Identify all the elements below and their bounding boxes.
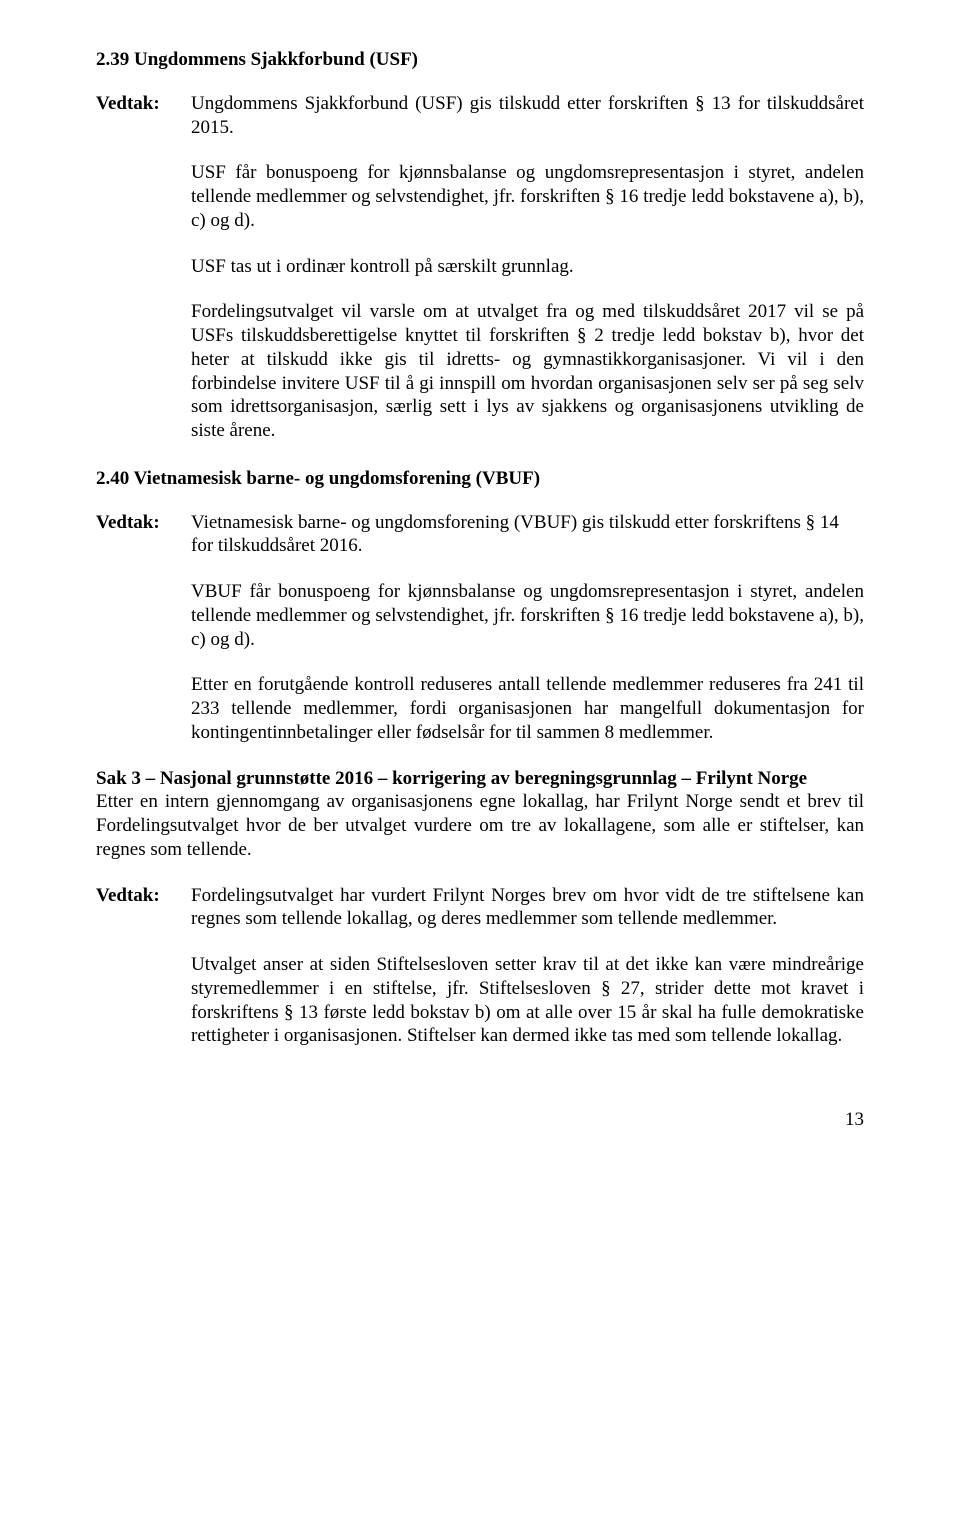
paragraph: USF tas ut i ordinær kontroll på særskil…: [191, 255, 864, 279]
sak3-vedtak-block: Vedtak: Fordelingsutvalget har vurdert F…: [96, 884, 864, 932]
sak3-title: Sak 3 – Nasjonal grunnstøtte 2016 – korr…: [96, 768, 807, 789]
paragraph: Fordelingsutvalget vil varsle om at utva…: [191, 300, 864, 443]
paragraph: Vietnamesisk barne- og ungdomsforening (…: [191, 511, 864, 559]
section-240-content: Vietnamesisk barne- og ungdomsforening (…: [191, 511, 864, 559]
section-240-vedtak-block: Vedtak: Vietnamesisk barne- og ungdomsfo…: [96, 511, 864, 559]
vedtak-label: Vedtak:: [96, 884, 191, 908]
section-240-heading: 2.40 Vietnamesisk barne- og ungdomsforen…: [96, 467, 864, 491]
sak3-content: Fordelingsutvalget har vurdert Frilynt N…: [191, 884, 864, 932]
paragraph: USF får bonuspoeng for kjønnsbalanse og …: [191, 161, 864, 232]
section-239-content: Ungdommens Sjakkforbund (USF) gis tilsku…: [191, 92, 864, 140]
paragraph: Utvalget anser at siden Stiftelsesloven …: [191, 953, 864, 1048]
section-239-vedtak-block: Vedtak: Ungdommens Sjakkforbund (USF) gi…: [96, 92, 864, 140]
page-number: 13: [96, 1108, 864, 1132]
paragraph: Fordelingsutvalget har vurdert Frilynt N…: [191, 884, 864, 932]
paragraph: Etter en forutgående kontroll reduseres …: [191, 673, 864, 744]
sak3-intro: Etter en intern gjennomgang av organisas…: [96, 790, 864, 861]
section-239-heading: 2.39 Ungdommens Sjakkforbund (USF): [96, 48, 864, 72]
sak3-block: Sak 3 – Nasjonal grunnstøtte 2016 – korr…: [96, 767, 864, 791]
vedtak-label: Vedtak:: [96, 511, 191, 535]
vedtak-label: Vedtak:: [96, 92, 191, 116]
paragraph: VBUF får bonuspoeng for kjønnsbalanse og…: [191, 580, 864, 651]
paragraph: Ungdommens Sjakkforbund (USF) gis tilsku…: [191, 92, 864, 140]
